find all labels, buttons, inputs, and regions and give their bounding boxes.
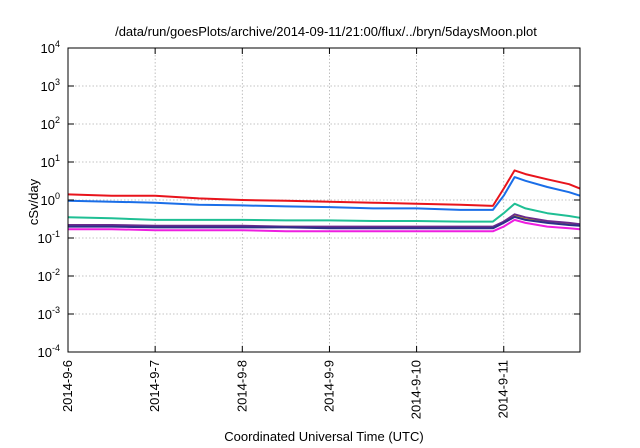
y-tick-label: 10-1 [38,229,60,246]
x-tick-label: 2014-9-10 [409,360,424,419]
y-tick-labels: 10-4 10-3 10-2 10-1 100 101 102 103 104 [38,39,60,360]
x-tick-label: 2014-9-7 [147,360,162,412]
y-tick-label: 101 [41,153,60,170]
x-tick-labels: 2014-9-6 2014-9-7 2014-9-8 2014-9-9 2014-9-1… [60,360,511,419]
y-tick-label: 10-2 [38,267,60,284]
chart-title: /data/run/goesPlots/archive/2014-09-11/2… [115,24,537,39]
y-tick-label: 100 [41,191,60,208]
x-tick-label: 2014-9-11 [496,360,511,418]
series-group [67,169,581,233]
series-line-6 [68,215,581,230]
x-tick-label: 2014-9-8 [234,360,249,412]
series-line-7 [68,218,581,233]
x-tick-label: 2014-9-6 [60,360,75,412]
series-line-2 [67,176,581,211]
y-tick-label: 103 [41,77,60,94]
x-tick-label: 2014-9-9 [321,360,336,412]
y-axis-label: cSv/day [26,178,41,225]
ticks [67,47,580,353]
y-tick-label: 10-3 [38,305,60,322]
y-tick-label: 102 [41,115,60,132]
grid [68,48,580,352]
series-line-5 [68,213,581,228]
series-line-1 [67,169,581,207]
series-line-3 [67,202,581,223]
y-tick-label: 10-4 [38,343,60,360]
x-axis-label: Coordinated Universal Time (UTC) [224,429,423,444]
y-tick-label: 104 [41,39,60,56]
